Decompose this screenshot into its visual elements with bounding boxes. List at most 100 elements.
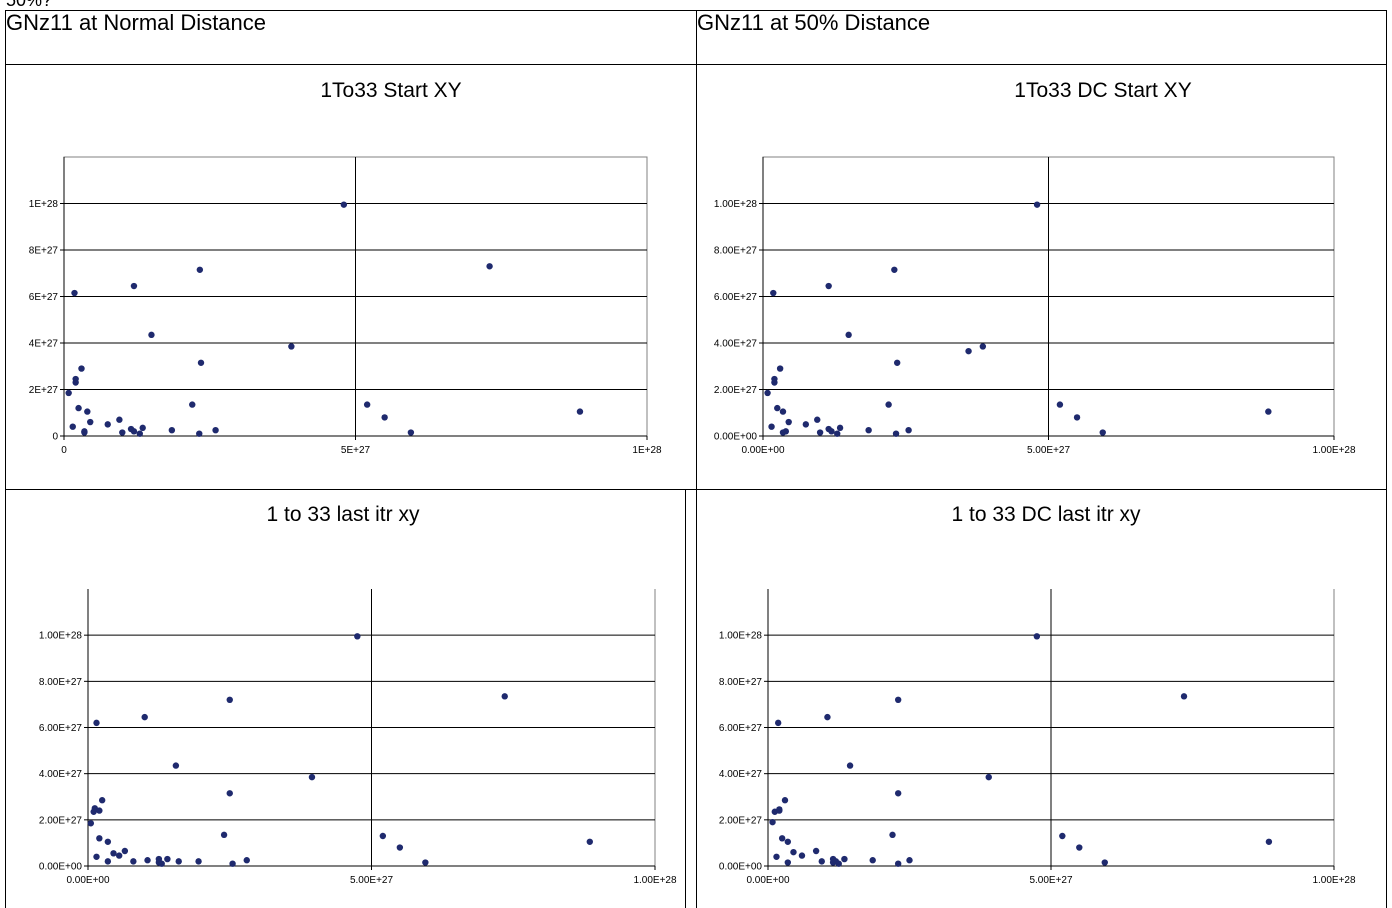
- data-point: [835, 860, 842, 867]
- data-point: [65, 389, 72, 397]
- data-point: [87, 418, 94, 426]
- data-point: [776, 365, 784, 372]
- data-point: [781, 797, 789, 804]
- column-divider-bottom: [685, 489, 686, 908]
- data-point: [834, 430, 841, 437]
- data-point: [78, 365, 85, 372]
- y-tick-label: 1.00E+28: [39, 631, 83, 642]
- data-point: [784, 859, 792, 866]
- chart-title: 1To33 DC Start XY: [1014, 79, 1191, 102]
- x-tick-label: 5.00E+27: [1029, 875, 1073, 886]
- x-tick-label: 0: [61, 445, 67, 456]
- y-tick-label: 4E+27: [29, 339, 59, 350]
- data-point: [226, 790, 233, 797]
- x-tick-label: 0.00E+00: [746, 875, 790, 886]
- data-point: [139, 424, 146, 432]
- data-point: [764, 389, 771, 397]
- data-point: [985, 773, 992, 781]
- data-point: [136, 430, 143, 437]
- data-point: [782, 428, 790, 435]
- data-point: [816, 429, 824, 436]
- data-point: [75, 404, 82, 412]
- data-point: [84, 408, 91, 415]
- data-point: [1056, 401, 1064, 408]
- data-point: [104, 858, 112, 865]
- data-point: [885, 401, 892, 408]
- data-point: [769, 818, 776, 826]
- data-point: [197, 359, 205, 366]
- data-point: [845, 331, 852, 339]
- data-point: [172, 762, 180, 769]
- data-point: [1076, 844, 1083, 851]
- y-tick-label: 4.00E+27: [714, 339, 758, 350]
- y-tick-label: 6E+27: [29, 292, 59, 303]
- data-point: [158, 860, 165, 867]
- data-point: [818, 858, 825, 865]
- data-point: [1033, 201, 1041, 208]
- data-point: [155, 855, 163, 863]
- data-point: [175, 858, 182, 865]
- column-divider-top: [696, 10, 697, 490]
- data-point: [308, 773, 316, 781]
- data-point: [71, 289, 78, 297]
- data-point: [894, 790, 902, 797]
- data-point: [168, 426, 176, 434]
- data-point: [894, 860, 902, 867]
- data-point: [130, 282, 138, 290]
- data-point: [771, 375, 778, 383]
- chart-title: 1 to 33 DC last itr xy: [951, 503, 1141, 526]
- x-tick-label: 1.00E+28: [1312, 445, 1356, 456]
- data-point: [785, 418, 792, 426]
- data-point: [144, 857, 151, 864]
- data-point: [979, 343, 987, 350]
- data-point: [814, 416, 821, 423]
- y-tick-label: 2E+27: [29, 385, 59, 396]
- data-point: [779, 408, 787, 415]
- data-point: [1059, 832, 1066, 840]
- data-point: [243, 857, 250, 864]
- data-point: [865, 426, 872, 434]
- data-point: [96, 835, 103, 842]
- data-point: [115, 852, 123, 859]
- data-point: [770, 289, 777, 297]
- data-point: [110, 850, 117, 857]
- data-point: [220, 831, 228, 839]
- data-point: [905, 426, 912, 434]
- data-point: [104, 838, 112, 845]
- data-point: [891, 266, 898, 273]
- data-point: [906, 857, 913, 864]
- data-point: [1180, 693, 1188, 700]
- data-point: [422, 859, 429, 866]
- data-point: [196, 266, 204, 273]
- x-tick-label: 1E+28: [632, 445, 662, 456]
- y-tick-label: 6.00E+27: [714, 292, 758, 303]
- y-tick-label: 8.00E+27: [719, 677, 763, 688]
- data-point: [790, 848, 797, 856]
- y-tick-label: 6.00E+27: [719, 723, 763, 734]
- data-point: [354, 633, 361, 640]
- data-point: [893, 359, 901, 366]
- data-point: [96, 807, 103, 814]
- data-point: [212, 426, 219, 434]
- data-point: [828, 428, 835, 435]
- data-point: [892, 430, 900, 437]
- data-point: [894, 696, 902, 703]
- data-point: [93, 719, 100, 727]
- data-point: [104, 421, 111, 428]
- data-point: [965, 347, 972, 355]
- data-point: [379, 832, 387, 840]
- scatter-chart-normal-last-itr: 1 to 33 last itr xy 0.00E+00 2.00E+27 4.00E…: [39, 503, 677, 886]
- y-tick-label: 1.00E+28: [714, 199, 758, 210]
- data-point: [195, 858, 202, 865]
- x-tick-label: 0.00E+00: [66, 875, 110, 886]
- data-point: [798, 852, 806, 859]
- data-point: [836, 424, 844, 432]
- data-point: [69, 423, 76, 430]
- table-right-border: [1386, 10, 1387, 908]
- data-point: [889, 831, 896, 839]
- data-point: [119, 429, 126, 436]
- data-point: [841, 855, 848, 863]
- data-point: [778, 835, 786, 842]
- y-tick-label: 2.00E+27: [714, 385, 758, 396]
- left-column-heading: GNz11 at Normal Distance: [6, 10, 267, 35]
